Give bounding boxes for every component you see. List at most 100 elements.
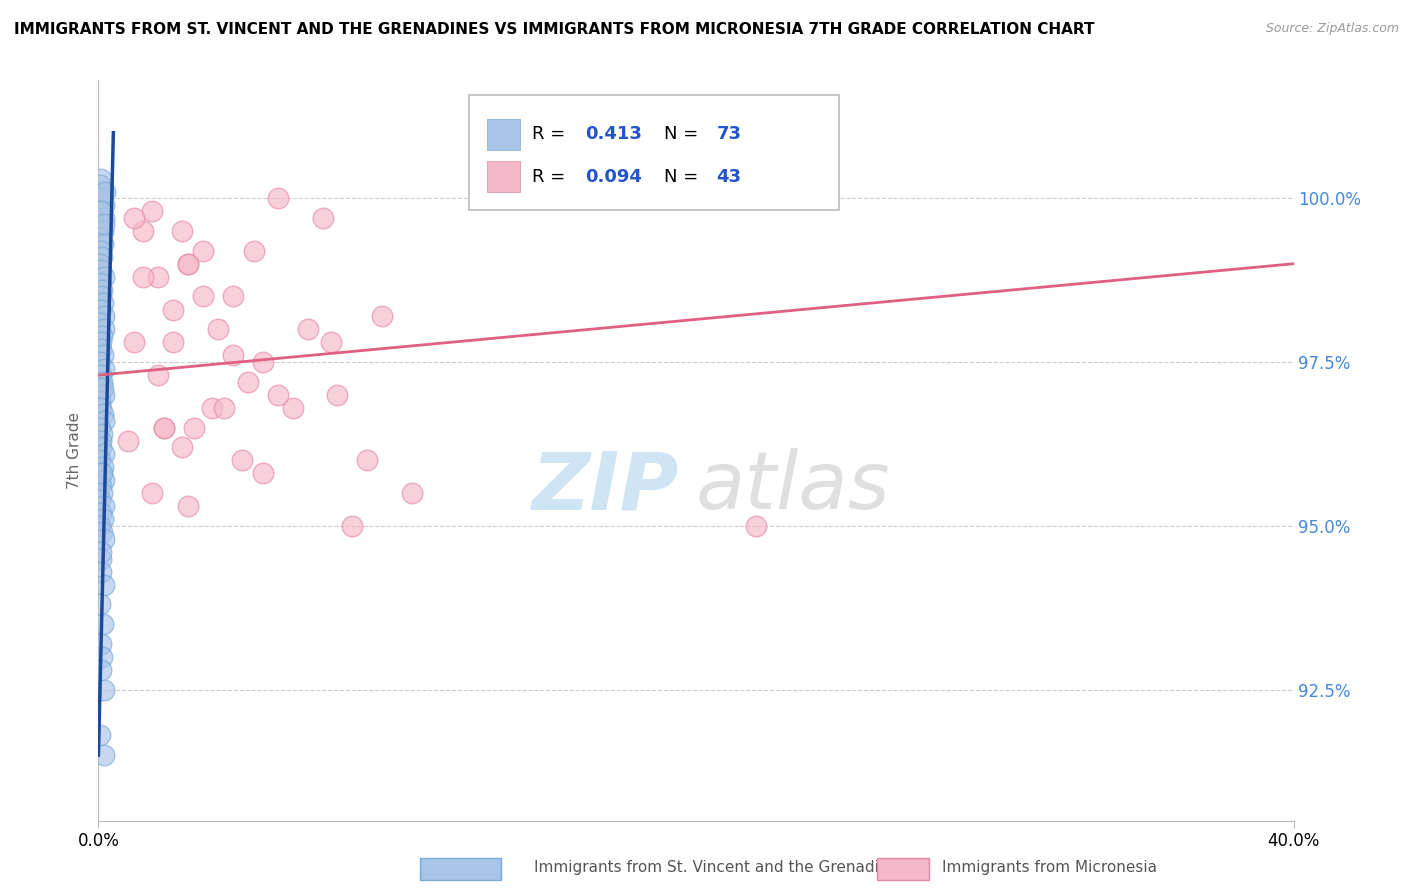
Point <box>89 598 111 612</box>
Point <box>90 663 112 677</box>
Text: 0.094: 0.094 <box>585 168 641 186</box>
Point <box>191 244 214 258</box>
Point <box>89 230 111 244</box>
Point <box>93 682 115 697</box>
Point <box>91 427 114 442</box>
Point <box>252 467 274 481</box>
Point <box>252 355 274 369</box>
Point <box>93 748 115 763</box>
Point <box>89 178 111 193</box>
Point <box>89 729 111 743</box>
Point <box>89 420 111 434</box>
Text: atlas: atlas <box>696 449 891 526</box>
Point <box>91 375 114 389</box>
Point <box>91 296 114 310</box>
Point <box>90 335 112 350</box>
Point <box>91 224 114 238</box>
Point <box>93 414 115 428</box>
Bar <box>486 119 520 150</box>
Point <box>93 309 115 323</box>
Point <box>141 486 163 500</box>
Point <box>141 204 163 219</box>
Point <box>91 408 114 422</box>
Point <box>243 244 266 258</box>
Point <box>132 269 155 284</box>
Point <box>89 453 111 467</box>
Point <box>236 375 259 389</box>
Point <box>401 486 423 500</box>
Text: N =: N = <box>664 126 703 144</box>
Point <box>148 269 170 284</box>
Point <box>371 309 394 323</box>
Point <box>745 518 768 533</box>
Text: 73: 73 <box>716 126 741 144</box>
Point <box>93 218 115 232</box>
Point <box>90 506 112 520</box>
Point <box>172 224 194 238</box>
Point <box>89 492 111 507</box>
Point <box>91 525 114 540</box>
Point <box>89 355 111 369</box>
Point <box>90 302 112 317</box>
Point <box>148 368 170 383</box>
Point <box>117 434 139 448</box>
Point <box>311 211 333 225</box>
Point <box>90 467 112 481</box>
Point <box>297 322 319 336</box>
Point <box>91 381 114 395</box>
Point <box>94 185 117 199</box>
Point <box>93 388 115 402</box>
Point <box>90 289 112 303</box>
Point <box>90 204 112 219</box>
Point <box>162 335 184 350</box>
Point <box>91 486 114 500</box>
Text: Source: ZipAtlas.com: Source: ZipAtlas.com <box>1265 22 1399 36</box>
Point <box>177 257 200 271</box>
Point <box>91 328 114 343</box>
Point <box>342 518 364 533</box>
Text: IMMIGRANTS FROM ST. VINCENT AND THE GRENADINES VS IMMIGRANTS FROM MICRONESIA 7TH: IMMIGRANTS FROM ST. VINCENT AND THE GREN… <box>14 22 1094 37</box>
Point <box>326 388 349 402</box>
Point <box>90 381 112 395</box>
Point <box>91 467 114 481</box>
Point <box>91 348 114 362</box>
Point <box>153 420 176 434</box>
Point <box>90 565 112 579</box>
Text: R =: R = <box>533 168 571 186</box>
Point <box>93 211 115 225</box>
Point <box>91 283 114 297</box>
Point <box>90 434 112 448</box>
Point <box>91 649 114 664</box>
Text: R =: R = <box>533 126 571 144</box>
Point <box>89 394 111 409</box>
Text: 43: 43 <box>716 168 741 186</box>
Point <box>90 191 112 205</box>
Point <box>132 224 155 238</box>
Y-axis label: 7th Grade: 7th Grade <box>67 412 83 489</box>
Point <box>162 302 184 317</box>
Point <box>91 237 114 252</box>
Point <box>91 512 114 526</box>
Point <box>93 499 115 513</box>
Point <box>91 185 114 199</box>
Point <box>90 368 112 383</box>
Point <box>93 322 115 336</box>
Point <box>222 289 245 303</box>
Bar <box>486 161 520 192</box>
Point <box>267 388 290 402</box>
Point <box>93 578 115 592</box>
Point <box>153 420 176 434</box>
Text: Immigrants from Micronesia: Immigrants from Micronesia <box>942 860 1157 874</box>
Point <box>90 440 112 454</box>
Point <box>90 171 112 186</box>
Point <box>222 348 245 362</box>
Point <box>91 459 114 474</box>
Text: N =: N = <box>664 168 703 186</box>
Point <box>89 316 111 330</box>
Point <box>124 211 146 225</box>
Point <box>177 257 200 271</box>
Point <box>89 257 111 271</box>
Point <box>90 479 112 493</box>
FancyBboxPatch shape <box>470 95 839 210</box>
Point <box>201 401 224 415</box>
